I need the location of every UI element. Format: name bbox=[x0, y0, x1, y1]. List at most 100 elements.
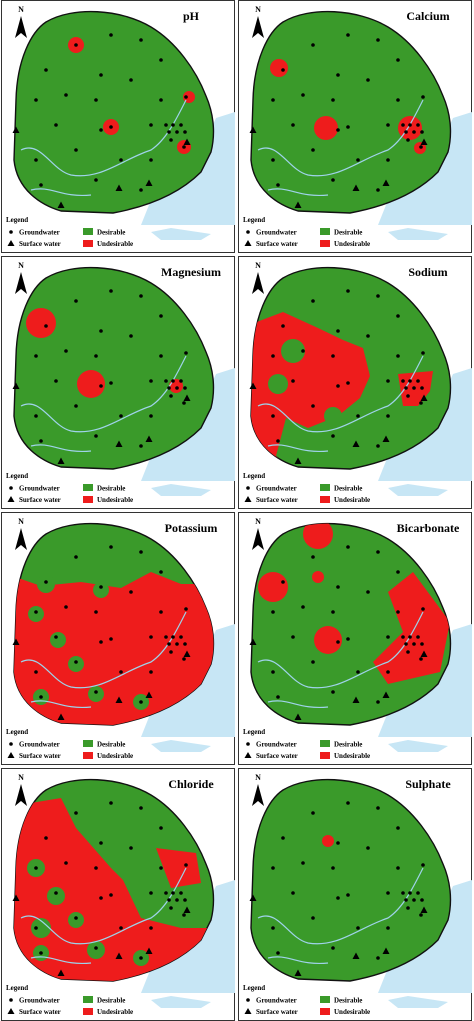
zone bbox=[322, 835, 334, 847]
groundwater-site bbox=[419, 401, 423, 405]
groundwater-site bbox=[99, 640, 103, 644]
groundwater-site bbox=[94, 690, 98, 694]
groundwater-site bbox=[396, 866, 400, 870]
groundwater-site bbox=[271, 414, 275, 418]
legend-swatch bbox=[83, 740, 93, 747]
groundwater-site bbox=[54, 635, 58, 639]
surface-water-site bbox=[12, 382, 20, 389]
groundwater-site bbox=[421, 351, 425, 355]
groundwater-site bbox=[99, 896, 103, 900]
map-panel: N Sodium Legend Groundwater Surface water Des… bbox=[238, 256, 472, 509]
legend-dot bbox=[9, 486, 13, 490]
legend-triangle bbox=[7, 496, 15, 502]
groundwater-site bbox=[336, 640, 340, 644]
surface-water-site bbox=[382, 179, 390, 186]
groundwater-site bbox=[336, 896, 340, 900]
groundwater-site bbox=[139, 444, 143, 448]
surface-water-site bbox=[57, 457, 65, 464]
legend-label: Desirable bbox=[97, 229, 125, 237]
legend-triangle bbox=[7, 240, 15, 246]
groundwater-site bbox=[331, 866, 335, 870]
legend-triangle bbox=[244, 496, 252, 502]
groundwater-site bbox=[336, 73, 340, 77]
groundwater-site bbox=[129, 78, 133, 82]
groundwater-site bbox=[94, 946, 98, 950]
surface-water-site bbox=[12, 126, 20, 133]
groundwater-site bbox=[94, 610, 98, 614]
legend-swatch bbox=[83, 752, 93, 759]
legend-triangle bbox=[7, 752, 15, 758]
north-label: N bbox=[18, 773, 24, 782]
legend-swatch bbox=[320, 228, 330, 235]
legend-title: Legend bbox=[243, 984, 265, 992]
groundwater-site bbox=[291, 891, 295, 895]
groundwater-site bbox=[94, 866, 98, 870]
groundwater-site bbox=[276, 183, 280, 187]
groundwater-site bbox=[182, 145, 186, 149]
map-panel: N Magnesium Legend Groundwater Surface water… bbox=[1, 256, 235, 509]
zone bbox=[87, 941, 105, 959]
groundwater-site bbox=[336, 384, 340, 388]
groundwater-site bbox=[159, 570, 163, 574]
panel-title: Magnesium bbox=[161, 265, 221, 279]
groundwater-site bbox=[311, 811, 315, 815]
surface-water-site bbox=[294, 969, 302, 976]
surface-water-site bbox=[420, 394, 428, 401]
surface-water-site bbox=[145, 691, 153, 698]
groundwater-site bbox=[109, 545, 113, 549]
groundwater-site bbox=[311, 555, 315, 559]
surface-water-site bbox=[183, 138, 191, 145]
groundwater-site bbox=[169, 138, 173, 142]
groundwater-site bbox=[184, 351, 188, 355]
zone bbox=[50, 632, 66, 648]
groundwater-site bbox=[421, 95, 425, 99]
north-label: N bbox=[255, 773, 261, 782]
zone bbox=[156, 848, 201, 888]
groundwater-site bbox=[356, 670, 360, 674]
groundwater-site bbox=[139, 550, 143, 554]
north-arrow bbox=[252, 16, 264, 38]
groundwater-site bbox=[311, 916, 315, 920]
legend-swatch bbox=[320, 1008, 330, 1015]
groundwater-site bbox=[276, 695, 280, 699]
groundwater-site bbox=[311, 148, 315, 152]
surface-water-site bbox=[57, 201, 65, 208]
surface-water-site bbox=[249, 638, 257, 645]
groundwater-site bbox=[159, 826, 163, 830]
groundwater-site bbox=[74, 555, 78, 559]
groundwater-site bbox=[64, 861, 68, 865]
groundwater-site bbox=[175, 642, 179, 646]
groundwater-site bbox=[109, 289, 113, 293]
groundwater-site bbox=[54, 123, 58, 127]
groundwater-site bbox=[99, 384, 103, 388]
legend-label: Desirable bbox=[97, 485, 125, 493]
surface-water-site bbox=[352, 696, 360, 703]
groundwater-site bbox=[179, 635, 183, 639]
groundwater-site bbox=[336, 329, 340, 333]
groundwater-site bbox=[331, 434, 335, 438]
groundwater-site bbox=[366, 846, 370, 850]
zone bbox=[251, 312, 370, 469]
zone bbox=[314, 116, 338, 140]
groundwater-site bbox=[420, 130, 424, 134]
surface-water-site bbox=[12, 638, 20, 645]
legend-swatch bbox=[320, 752, 330, 759]
surface-water-site bbox=[294, 201, 302, 208]
groundwater-site bbox=[416, 635, 420, 639]
groundwater-site bbox=[167, 642, 171, 646]
groundwater-site bbox=[169, 906, 173, 910]
legend-swatch bbox=[83, 1008, 93, 1015]
groundwater-site bbox=[408, 635, 412, 639]
legend-dot bbox=[246, 998, 250, 1002]
groundwater-site bbox=[276, 439, 280, 443]
surface-water-site bbox=[12, 894, 20, 901]
groundwater-site bbox=[182, 913, 186, 917]
groundwater-site bbox=[109, 125, 113, 129]
groundwater-site bbox=[119, 414, 123, 418]
groundwater-site bbox=[179, 891, 183, 895]
groundwater-site bbox=[139, 700, 143, 704]
groundwater-site bbox=[386, 379, 390, 383]
surface-water-site bbox=[382, 947, 390, 954]
groundwater-site bbox=[99, 585, 103, 589]
